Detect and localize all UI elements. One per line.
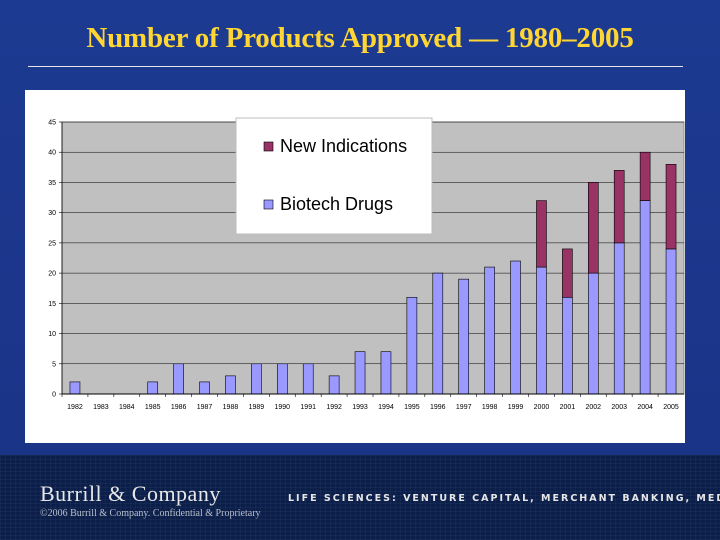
bar-biotech-drugs-2002: [587, 272, 599, 395]
bar-biotech-drugs-1997: [458, 278, 470, 395]
bar-biotech-drugs-1988: [225, 375, 236, 395]
x-tick-label: 1993: [352, 404, 368, 411]
bar-new-indications-2005: [665, 164, 677, 250]
x-tick-label: 1990: [275, 404, 291, 411]
x-tick-label: 2004: [637, 404, 653, 411]
bar-biotech-drugs-1991: [302, 363, 314, 395]
bar-biotech-drugs-2004: [639, 200, 651, 395]
bar-biotech-drugs-2000: [536, 266, 547, 395]
slide-title: Number of Products Approved — 1980–2005: [86, 22, 634, 54]
bar-biotech-drugs-1995: [406, 296, 418, 395]
x-tick-label: 2005: [663, 404, 679, 411]
x-tick-label: 1982: [67, 404, 83, 411]
y-tick-label: 45: [48, 120, 56, 127]
bar-biotech-drugs-1989: [251, 363, 262, 395]
y-tick-label: 25: [48, 240, 56, 247]
bar-new-indications-2000: [536, 200, 547, 268]
x-tick-label: 1984: [119, 404, 135, 411]
x-tick-label: 1989: [249, 404, 265, 411]
legend-label-new-indications: New Indications: [280, 136, 407, 156]
bar-biotech-drugs-2001: [562, 296, 573, 395]
bar-biotech-drugs-1994: [380, 351, 392, 395]
y-axis-ticks: 0 5 10 15 20 25 30 35 40 45: [48, 120, 62, 399]
x-tick-label: 2001: [560, 404, 576, 411]
bar-biotech-drugs-1986: [173, 363, 184, 395]
x-tick-label: 1983: [93, 404, 109, 411]
y-tick-label: 0: [52, 392, 56, 399]
x-tick-label: 1996: [430, 404, 446, 411]
company-name: Burrill & Company: [40, 481, 221, 506]
x-tick-label: 1991: [300, 404, 316, 411]
x-tick-label: 1987: [197, 404, 213, 411]
chart-panel: 0 5 10 15 20 25 30 35 40 45 1982 1983 1984 1985 1986 1…: [25, 90, 685, 443]
bar-new-indications-2003: [613, 170, 625, 244]
bar-biotech-drugs-1990: [276, 363, 288, 395]
x-tick-label: 1985: [145, 404, 161, 411]
y-tick-label: 35: [48, 180, 56, 187]
x-tick-label: 1997: [456, 404, 472, 411]
x-tick-label: 1992: [326, 404, 342, 411]
x-axis-ticks: 1982 1983 1984 1985 1986 1987 1988 1989 1990 1991…: [61, 394, 679, 411]
bars: [69, 151, 677, 395]
bar-biotech-drugs-1998: [484, 266, 495, 395]
bar-biotech-drugs-1982: [69, 381, 81, 395]
bar-biotech-drugs-2005: [665, 248, 677, 395]
bar-biotech-drugs-1993: [354, 351, 366, 395]
bar-new-indications-2001: [562, 248, 573, 298]
footer: Burrill & Company ©2006 Burrill & Compan…: [0, 455, 720, 540]
legend-swatch-biotech-drugs: [263, 199, 274, 210]
x-tick-label: 1986: [171, 404, 187, 411]
legend-box: [235, 117, 433, 235]
x-tick-label: 1999: [508, 404, 524, 411]
bar-biotech-drugs-2003: [613, 242, 625, 395]
x-tick-label: 1994: [378, 404, 394, 411]
x-tick-label: 1998: [482, 404, 498, 411]
bar-new-indications-2002: [587, 182, 599, 274]
y-tick-label: 10: [48, 331, 56, 338]
y-tick-label: 15: [48, 301, 56, 308]
company-tagline: LIFE SCIENCES: VENTURE CAPITAL, MERCHANT…: [288, 493, 720, 504]
confidential-notice: ©2006 Burrill & Company. Confidential & …: [40, 508, 261, 519]
x-tick-label: 2000: [534, 404, 550, 411]
bar-biotech-drugs-1985: [147, 381, 159, 395]
y-tick-label: 20: [48, 271, 56, 278]
title-underline: [28, 66, 683, 67]
bar-biotech-drugs-1996: [432, 272, 444, 395]
y-tick-label: 40: [48, 150, 56, 157]
y-tick-label: 5: [52, 361, 56, 368]
bar-biotech-drugs-1987: [199, 381, 210, 395]
bar-biotech-drugs-1992: [328, 375, 340, 395]
x-tick-label: 2003: [611, 404, 627, 411]
bar-biotech-drugs-1999: [510, 260, 521, 395]
legend: New Indications Biotech Drugs: [235, 117, 433, 235]
x-tick-label: 2002: [586, 404, 602, 411]
x-tick-label: 1995: [404, 404, 420, 411]
bar-new-indications-2004: [639, 151, 651, 201]
legend-swatch-new-indications: [263, 141, 274, 152]
y-tick-label: 30: [48, 210, 56, 217]
legend-label-biotech-drugs: Biotech Drugs: [280, 194, 393, 214]
x-tick-label: 1988: [223, 404, 239, 411]
